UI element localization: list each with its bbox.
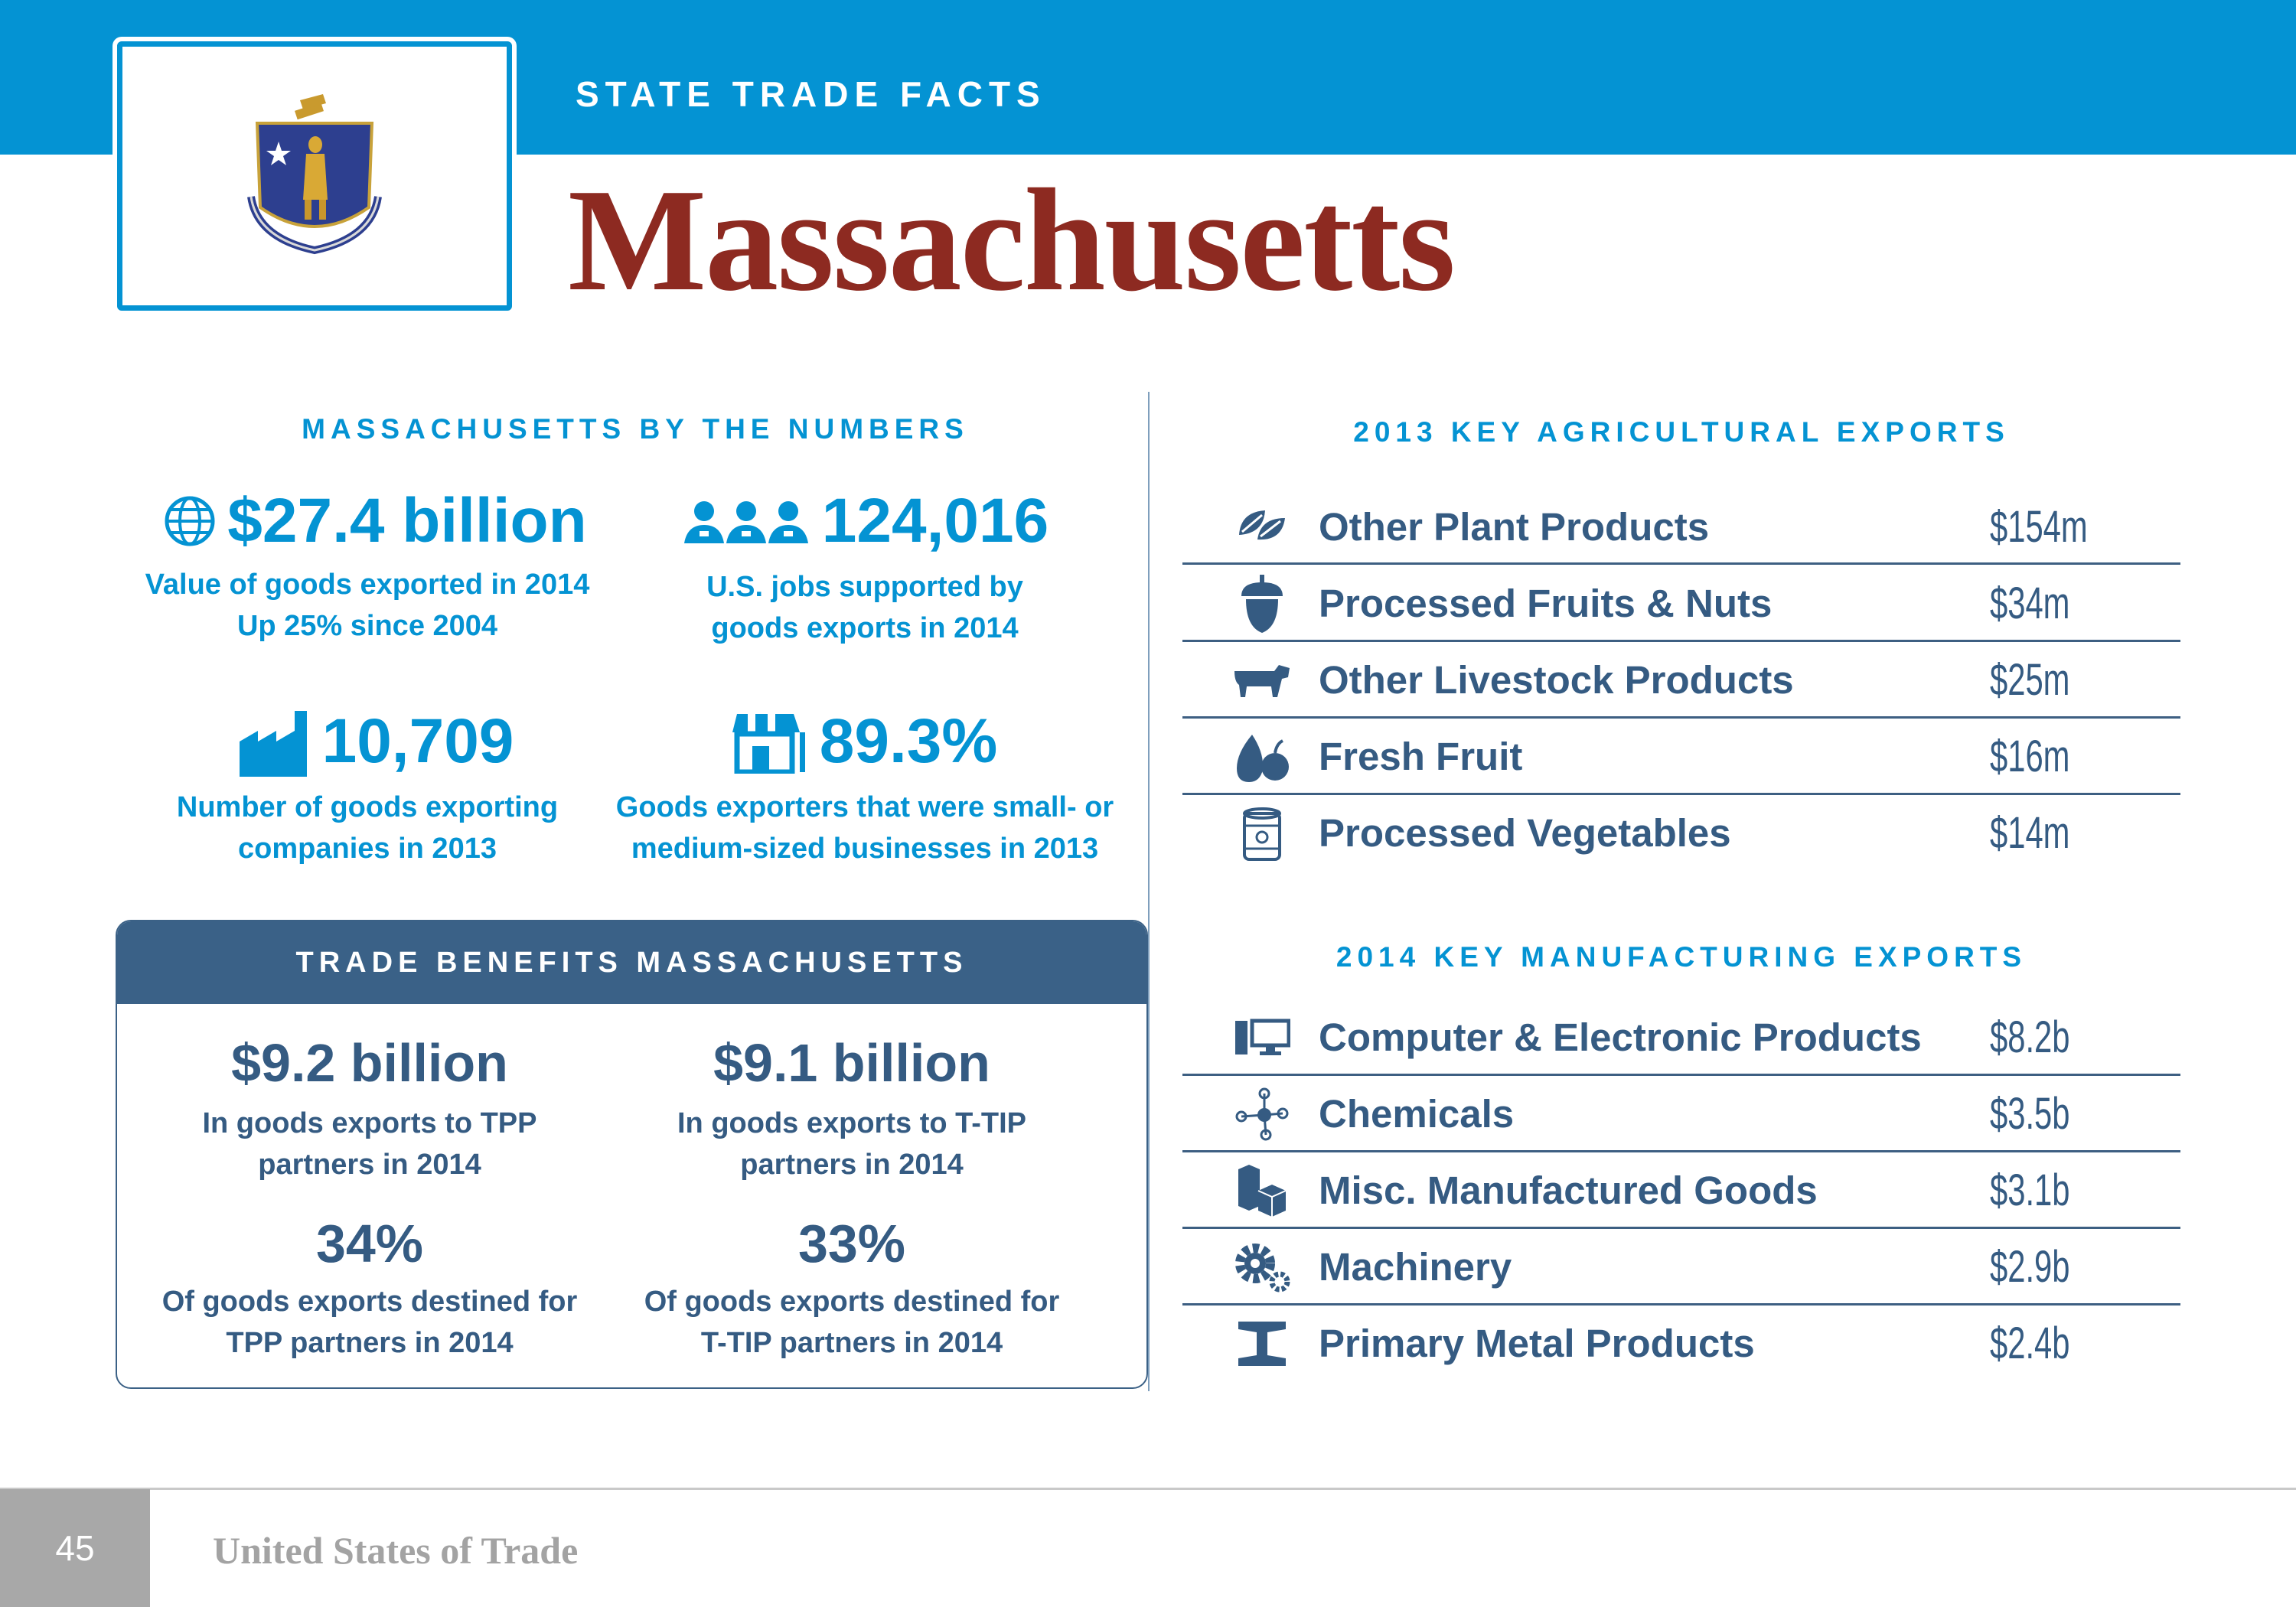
ag-row-label: Fresh Fruit	[1319, 735, 1523, 778]
benefit-ttip-share-desc: Of goods exports destined for T-TIP part…	[615, 1281, 1089, 1364]
mfg-row-value: $2.4b	[1990, 1319, 2070, 1368]
benefit-tpp-share-value: 34%	[315, 1214, 424, 1273]
mfg-row-value: $3.5b	[1990, 1089, 2070, 1139]
ag-row-label: Other Livestock Products	[1319, 658, 1794, 702]
benefit-ttip-desc-line2: partners in 2014	[740, 1149, 964, 1181]
stat-companies-value-row: 10,709	[138, 706, 612, 777]
stat-companies-value: 10,709	[321, 706, 514, 776]
row-divider	[1182, 1303, 2180, 1305]
ag-row-label: Processed Fruits & Nuts	[1319, 582, 1773, 625]
mfg-row-label: Primary Metal Products	[1319, 1322, 1755, 1365]
storefront-icon	[732, 714, 805, 774]
workers-icon	[683, 501, 808, 543]
row-divider	[1182, 640, 2180, 642]
stat-exports-value: $27.4 billion	[227, 486, 587, 556]
benefit-tpp-share-desc-line1: Of goods exports destined for	[161, 1286, 578, 1318]
stat-companies-desc-line2: companies in 2013	[238, 833, 497, 865]
stat-companies-desc-line1: Number of goods exporting	[176, 791, 559, 823]
benefit-tpp-share-desc: Of goods exports destined for TPP partne…	[132, 1281, 607, 1364]
stat-jobs-value-row: 124,016	[620, 490, 1110, 553]
stat-jobs-desc-line1: U.S. jobs supported by	[706, 571, 1023, 603]
benefit-ttip-share-desc-line1: Of goods exports destined for	[644, 1286, 1060, 1318]
row-divider	[1182, 1074, 2180, 1076]
stat-sme-desc-line1: Goods exporters that were small- or	[615, 791, 1114, 823]
gears-icon	[1228, 1234, 1296, 1301]
ag-row-label: Other Plant Products	[1319, 505, 1710, 549]
page-title: Massachusetts	[568, 158, 1456, 321]
stat-exports-desc-line2: Up 25% since 2004	[236, 610, 498, 642]
mfg-row-value: $2.9b	[1990, 1242, 2070, 1292]
ag-row-value: $154m	[1990, 502, 2088, 552]
ag-row-value: $14m	[1990, 808, 2070, 858]
row-divider	[1182, 1150, 2180, 1152]
leaves-icon	[1228, 494, 1296, 561]
trade-benefits-panel: TRADE BENEFITS MASSACHUSETTS $9.2 billio…	[116, 920, 1148, 1389]
ibeam-icon	[1228, 1310, 1296, 1377]
stat-sme-desc-line2: medium-sized businesses in 2013	[631, 833, 1099, 865]
factory-icon	[239, 711, 307, 777]
stat-sme-value-row: 89.3%	[620, 706, 1110, 776]
benefit-tpp-desc-line2: partners in 2014	[258, 1149, 481, 1181]
column-divider	[1148, 392, 1150, 1391]
mfg-row-label: Machinery	[1319, 1245, 1512, 1289]
stat-exports-desc: Value of goods exported in 2014 Up 25% s…	[122, 564, 612, 647]
by-numbers-heading: MASSACHUSETTS BY THE NUMBERS	[302, 413, 969, 445]
mfg-row-label: Computer & Electronic Products	[1319, 1015, 1922, 1059]
kicker-text: STATE TRADE FACTS	[576, 74, 1046, 114]
stat-exports-value-row: $27.4 billion	[138, 490, 612, 553]
benefit-ttip-value: $9.1 billion	[713, 1033, 990, 1093]
massachusetts-seal-icon	[247, 94, 382, 255]
trade-benefits-heading: TRADE BENEFITS MASSACHUSETTS	[117, 921, 1146, 1004]
stat-sme-desc: Goods exporters that were small- or medi…	[605, 787, 1125, 869]
benefit-ttip-desc-line1: In goods exports to T-TIP	[677, 1107, 1026, 1139]
stat-jobs-desc-line2: goods exports in 2014	[711, 612, 1019, 644]
globe-icon	[165, 496, 215, 546]
row-divider	[1182, 1227, 2180, 1229]
ag-row-value: $34m	[1990, 579, 2070, 628]
row-divider	[1182, 716, 2180, 719]
state-flag	[117, 41, 512, 311]
mfg-row-value: $3.1b	[1990, 1165, 2070, 1215]
mfg-row-value: $8.2b	[1990, 1012, 2070, 1062]
row-divider	[1182, 562, 2180, 565]
mfg-row-label: Chemicals	[1319, 1092, 1515, 1136]
ag-row-value: $25m	[1990, 655, 2070, 705]
benefit-tpp-desc-line1: In goods exports to TPP	[202, 1107, 537, 1139]
ag-row-value: $16m	[1990, 732, 2070, 781]
page-number: 45	[0, 1489, 150, 1607]
ag-row-label: Processed Vegetables	[1319, 811, 1731, 855]
benefit-ttip-share-desc-line2: T-TIP partners in 2014	[700, 1327, 1003, 1359]
benefit-ttip-desc: In goods exports to T-TIP partners in 20…	[615, 1103, 1089, 1185]
agricultural-heading: 2013 KEY AGRICULTURAL EXPORTS	[1353, 416, 2010, 448]
stat-sme-value: 89.3%	[819, 706, 998, 776]
benefit-tpp-value: $9.2 billion	[231, 1033, 508, 1093]
mfg-row-label: Misc. Manufactured Goods	[1319, 1169, 1818, 1212]
manufacturing-heading: 2014 KEY MANUFACTURING EXPORTS	[1336, 941, 2027, 973]
footer-title: United States of Trade	[213, 1529, 579, 1572]
fruit-icon	[1228, 723, 1296, 790]
stat-companies-desc: Number of goods exporting companies in 2…	[122, 787, 612, 869]
footer-divider	[0, 1488, 2296, 1490]
computer-icon	[1228, 1004, 1296, 1071]
boxes-icon	[1228, 1157, 1296, 1224]
stat-exports-desc-line1: Value of goods exported in 2014	[145, 569, 590, 601]
benefit-ttip-share-value: 33%	[797, 1214, 906, 1273]
stat-jobs-value: 124,016	[821, 486, 1049, 556]
acorn-icon	[1228, 570, 1296, 637]
row-divider	[1182, 793, 2180, 795]
benefit-tpp-desc: In goods exports to TPP partners in 2014	[132, 1103, 607, 1185]
stat-jobs-desc: U.S. jobs supported by goods exports in …	[620, 566, 1110, 649]
molecule-icon	[1228, 1081, 1296, 1148]
benefit-tpp-share-desc-line2: TPP partners in 2014	[226, 1327, 514, 1359]
cow-icon	[1228, 647, 1296, 714]
can-icon	[1228, 800, 1296, 868]
